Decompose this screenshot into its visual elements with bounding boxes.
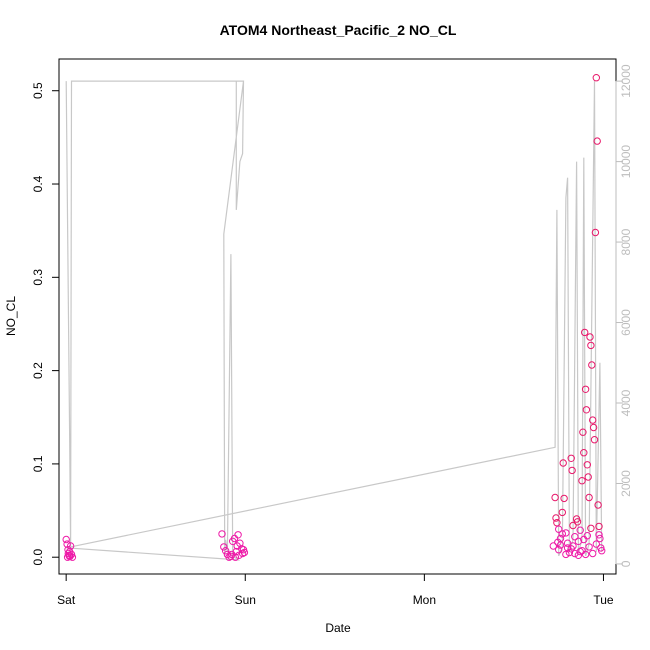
y-right-tick-label: 10000	[619, 145, 633, 179]
y-left-tick-label: 0.5	[31, 82, 45, 99]
scatter-point	[592, 540, 600, 548]
scatter-point	[586, 333, 594, 341]
scatter-point	[568, 466, 576, 475]
scatter-point	[585, 493, 593, 502]
plot-frame	[58, 58, 617, 575]
y-right-tick-label: 2000	[619, 470, 633, 497]
scatter-point	[588, 361, 596, 369]
x-tick-label: Tue	[593, 593, 614, 607]
scatter-point	[560, 494, 568, 503]
scatter-point	[583, 461, 591, 469]
scatter-point	[565, 548, 574, 557]
scatter-point	[66, 542, 75, 550]
y-axis-label: NO_CL	[4, 296, 18, 336]
scatter-point	[218, 530, 226, 538]
scatter-point	[552, 514, 560, 522]
x-axis-label: Date	[325, 621, 351, 635]
scatter-point	[562, 529, 570, 537]
scatter-point	[593, 137, 601, 145]
scatter-point	[587, 341, 595, 350]
scatter-point	[592, 74, 600, 82]
scatter-point	[581, 328, 589, 337]
scatter-point	[66, 552, 74, 560]
scatter-point	[579, 428, 587, 436]
scatter-point	[553, 519, 561, 527]
scatter-point	[595, 522, 603, 531]
scatter-point	[556, 541, 565, 549]
y-left-tick-label: 0.2	[31, 362, 45, 379]
scatter-point	[578, 477, 586, 485]
y-axis-left: 0.0 0.1 0.2 0.3 0.4 0.5	[31, 82, 60, 566]
scatter-point	[569, 521, 577, 530]
scatter-point	[555, 525, 563, 533]
scatter-point	[551, 493, 559, 502]
scatter-point	[584, 473, 592, 481]
scatter-point	[220, 543, 228, 551]
y-right-tick-label: 6000	[619, 309, 633, 336]
scatter-point	[591, 228, 600, 237]
scatter-point	[598, 547, 606, 555]
scatter-point	[62, 535, 70, 544]
y-left-tick-label: 0.4	[31, 175, 45, 192]
scatter-point	[574, 537, 583, 545]
scatter-point	[594, 501, 602, 509]
scatter-point	[562, 550, 570, 559]
scatter-point	[573, 518, 582, 526]
scatter-point	[569, 542, 577, 550]
scatter-point	[589, 423, 598, 432]
scatter-point	[595, 531, 603, 539]
scatter-point	[587, 524, 595, 532]
scatter-point	[558, 508, 566, 517]
x-tick-label: Sat	[57, 593, 76, 607]
scatter-point	[555, 546, 563, 554]
scatter-point	[581, 385, 590, 393]
scatter-point	[571, 533, 579, 541]
y-left-tick-label: 0.0	[31, 549, 45, 566]
scatter-point	[558, 530, 566, 538]
scatter-point	[234, 531, 242, 539]
scatter-point	[583, 532, 591, 540]
scatter-point	[221, 547, 230, 555]
line-series	[65, 80, 603, 561]
y-left-tick-label: 0.1	[31, 455, 45, 472]
y-right-tick-label: 8000	[619, 228, 633, 255]
scatter-point	[63, 540, 71, 548]
scatter-point	[571, 549, 579, 558]
scatter-point	[589, 549, 597, 558]
y-right-tick-label: 4000	[619, 389, 633, 416]
scatter-point	[231, 553, 240, 561]
scatter-point	[240, 548, 249, 557]
scatter-point	[590, 436, 599, 444]
y-right-tick-label: 0	[619, 560, 633, 567]
scatter-point	[596, 534, 604, 543]
scatter-series	[62, 74, 606, 561]
x-axis: Sat Sun Mon Tue	[57, 573, 614, 607]
scatter-point	[581, 550, 590, 559]
scatter-point	[559, 459, 567, 467]
scatter-point	[589, 416, 597, 424]
x-tick-label: Mon	[413, 593, 436, 607]
y-axis-right: 0 2000 4000 6000 8000 10000 12000	[615, 64, 633, 567]
scatter-point	[576, 526, 584, 534]
y-right-tick-label: 12000	[619, 64, 633, 98]
scatter-point	[567, 454, 575, 462]
scatter-point	[238, 549, 247, 558]
scatter-point	[585, 543, 593, 551]
x-tick-label: Sun	[235, 593, 256, 607]
y-left-tick-label: 0.3	[31, 269, 45, 286]
scatter-point	[582, 406, 591, 414]
scatter-point	[549, 542, 557, 550]
chart-title: ATOM4 Northeast_Pacific_2 NO_CL	[220, 22, 457, 38]
line-series-path	[65, 80, 603, 561]
scatter-point	[580, 449, 588, 457]
scatter-point	[574, 551, 583, 559]
